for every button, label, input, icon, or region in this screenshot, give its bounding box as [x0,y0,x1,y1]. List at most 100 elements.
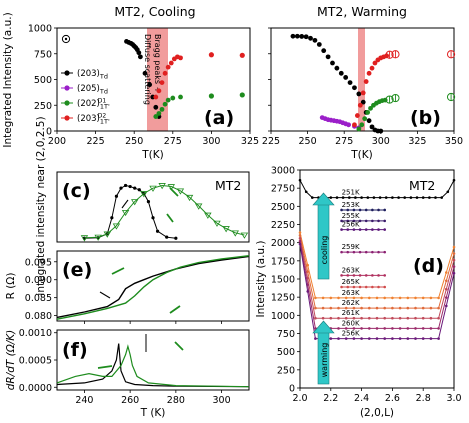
data-point [369,124,375,130]
y-tick-label: 1500 [271,275,295,286]
data-point [151,216,155,220]
data-point [110,216,114,220]
y-tick-label: 2000 [271,238,295,249]
shaded-annotation-line1: Bragg peaks + [153,34,162,93]
data-point [330,60,335,66]
warming-arrow-f [97,365,113,369]
data-point [208,52,214,58]
data-point [159,80,165,85]
data-point [362,116,368,122]
panel-a-points [124,38,245,119]
warming-level-label: 256K [342,330,360,338]
warming-arrow: warming [312,320,335,385]
data-point [365,110,371,115]
data-point [185,194,194,202]
series-line [56,344,250,388]
panel-a-title: MT2, Cooling [114,4,195,19]
data-point [136,50,142,56]
x-tick-label: 2.8 [416,393,431,404]
x-tick-label: 225 [87,136,105,147]
x-tick-label: 275 [164,136,182,147]
warming-level-label: 260K [342,319,360,327]
y-tick-label: 0.085 [25,293,52,304]
y-tick-label: 0.080 [25,311,52,322]
panel-e: 0.080 0.085 0.090 0.095 R (Ω) (e) [5,250,250,324]
data-point [204,212,212,219]
panel-c-label: (c) [62,180,91,202]
data-point [133,186,137,190]
y-tick-label: 1250 [271,293,295,304]
y-tick-label: 500 [277,347,295,358]
data-point [338,70,344,76]
x-tick-label: 325 [241,136,259,147]
panel-b-title: MT2, Warming [317,4,407,19]
data-point [178,94,183,100]
panel-e-ticks: 0.080 0.085 0.090 0.095 [25,257,222,324]
data-point [359,122,365,128]
data-point [165,64,171,70]
y-tick-label: 2750 [271,184,295,195]
legend-entry: (203)Td [77,69,108,81]
data-point [162,101,168,107]
data-point [312,37,318,43]
warming-level-label: 262K [342,299,360,307]
data-point [131,199,139,206]
x-tick-label: 325 [408,136,426,147]
y-tick-label: 750 [34,49,52,60]
data-point [155,229,160,233]
panel-b: MT2, Warming 225 250 275 300 325 350 T(K) (b) [262,4,463,161]
data-point [213,220,221,227]
y-tick-label: 1750 [271,256,295,267]
panel-f-label: (f) [62,339,88,361]
y-tick-label: 250 [34,101,52,112]
data-point [231,230,239,237]
x-tick-label: 300 [372,136,390,147]
data-point [357,102,363,108]
cooling-level-label: 265K [342,278,360,286]
data-point [137,54,143,60]
x-tick-label: 300 [202,136,220,147]
legend-marker [64,70,70,76]
panel-f-ylabel: dR/dT (Ω/K) [5,330,17,391]
data-point [119,186,123,190]
legend-entry: (205)Td [77,84,108,96]
data-point [303,34,309,40]
x-tick-label: 350 [445,136,463,147]
x-tick-label: 250 [299,136,317,147]
panel-a-xlabel: T(K) [141,149,164,161]
cooling-level-label: 255K [342,212,360,220]
data-point [103,231,111,238]
data-point [162,70,168,76]
panel-b-points [290,33,456,134]
series-line [56,255,250,319]
data-point [165,97,171,103]
data-point [165,235,169,239]
data-point [123,183,128,188]
panel-a-shaded-region [147,28,168,131]
warming-arrow-e2 [169,305,181,314]
panel-d-label: (d) [413,255,444,277]
x-tick-label: 300 [213,395,231,406]
data-point [176,188,185,195]
data-point [142,70,148,76]
y-tick-label: 0.095 [25,257,52,268]
x-tick-label: 280 [167,395,185,406]
panel-f: 240 260 280 300 0.0000 0.0005 0.0010 dR/dT (Ω/… [5,328,250,419]
y-tick-label: 500 [34,75,52,86]
data-point [153,114,159,119]
cooling-level-label: 256K [342,221,360,229]
warming-arrow-f2 [174,341,184,351]
data-point [112,223,121,230]
y-tick-label: 3000 [271,166,295,177]
cooling-level-label: 259K [342,243,360,251]
warming-arrow-c2 [169,187,179,197]
x-tick-label: 2.4 [354,393,369,404]
data-point [360,90,366,96]
data-point [290,33,296,39]
panel-c-tag: MT2 [215,178,241,193]
series-line [56,255,250,320]
panel-e-curves [56,255,250,320]
x-tick-label: 2.2 [323,393,338,404]
y-tick-label: 750 [277,329,295,340]
panel-c-curves [80,183,249,242]
